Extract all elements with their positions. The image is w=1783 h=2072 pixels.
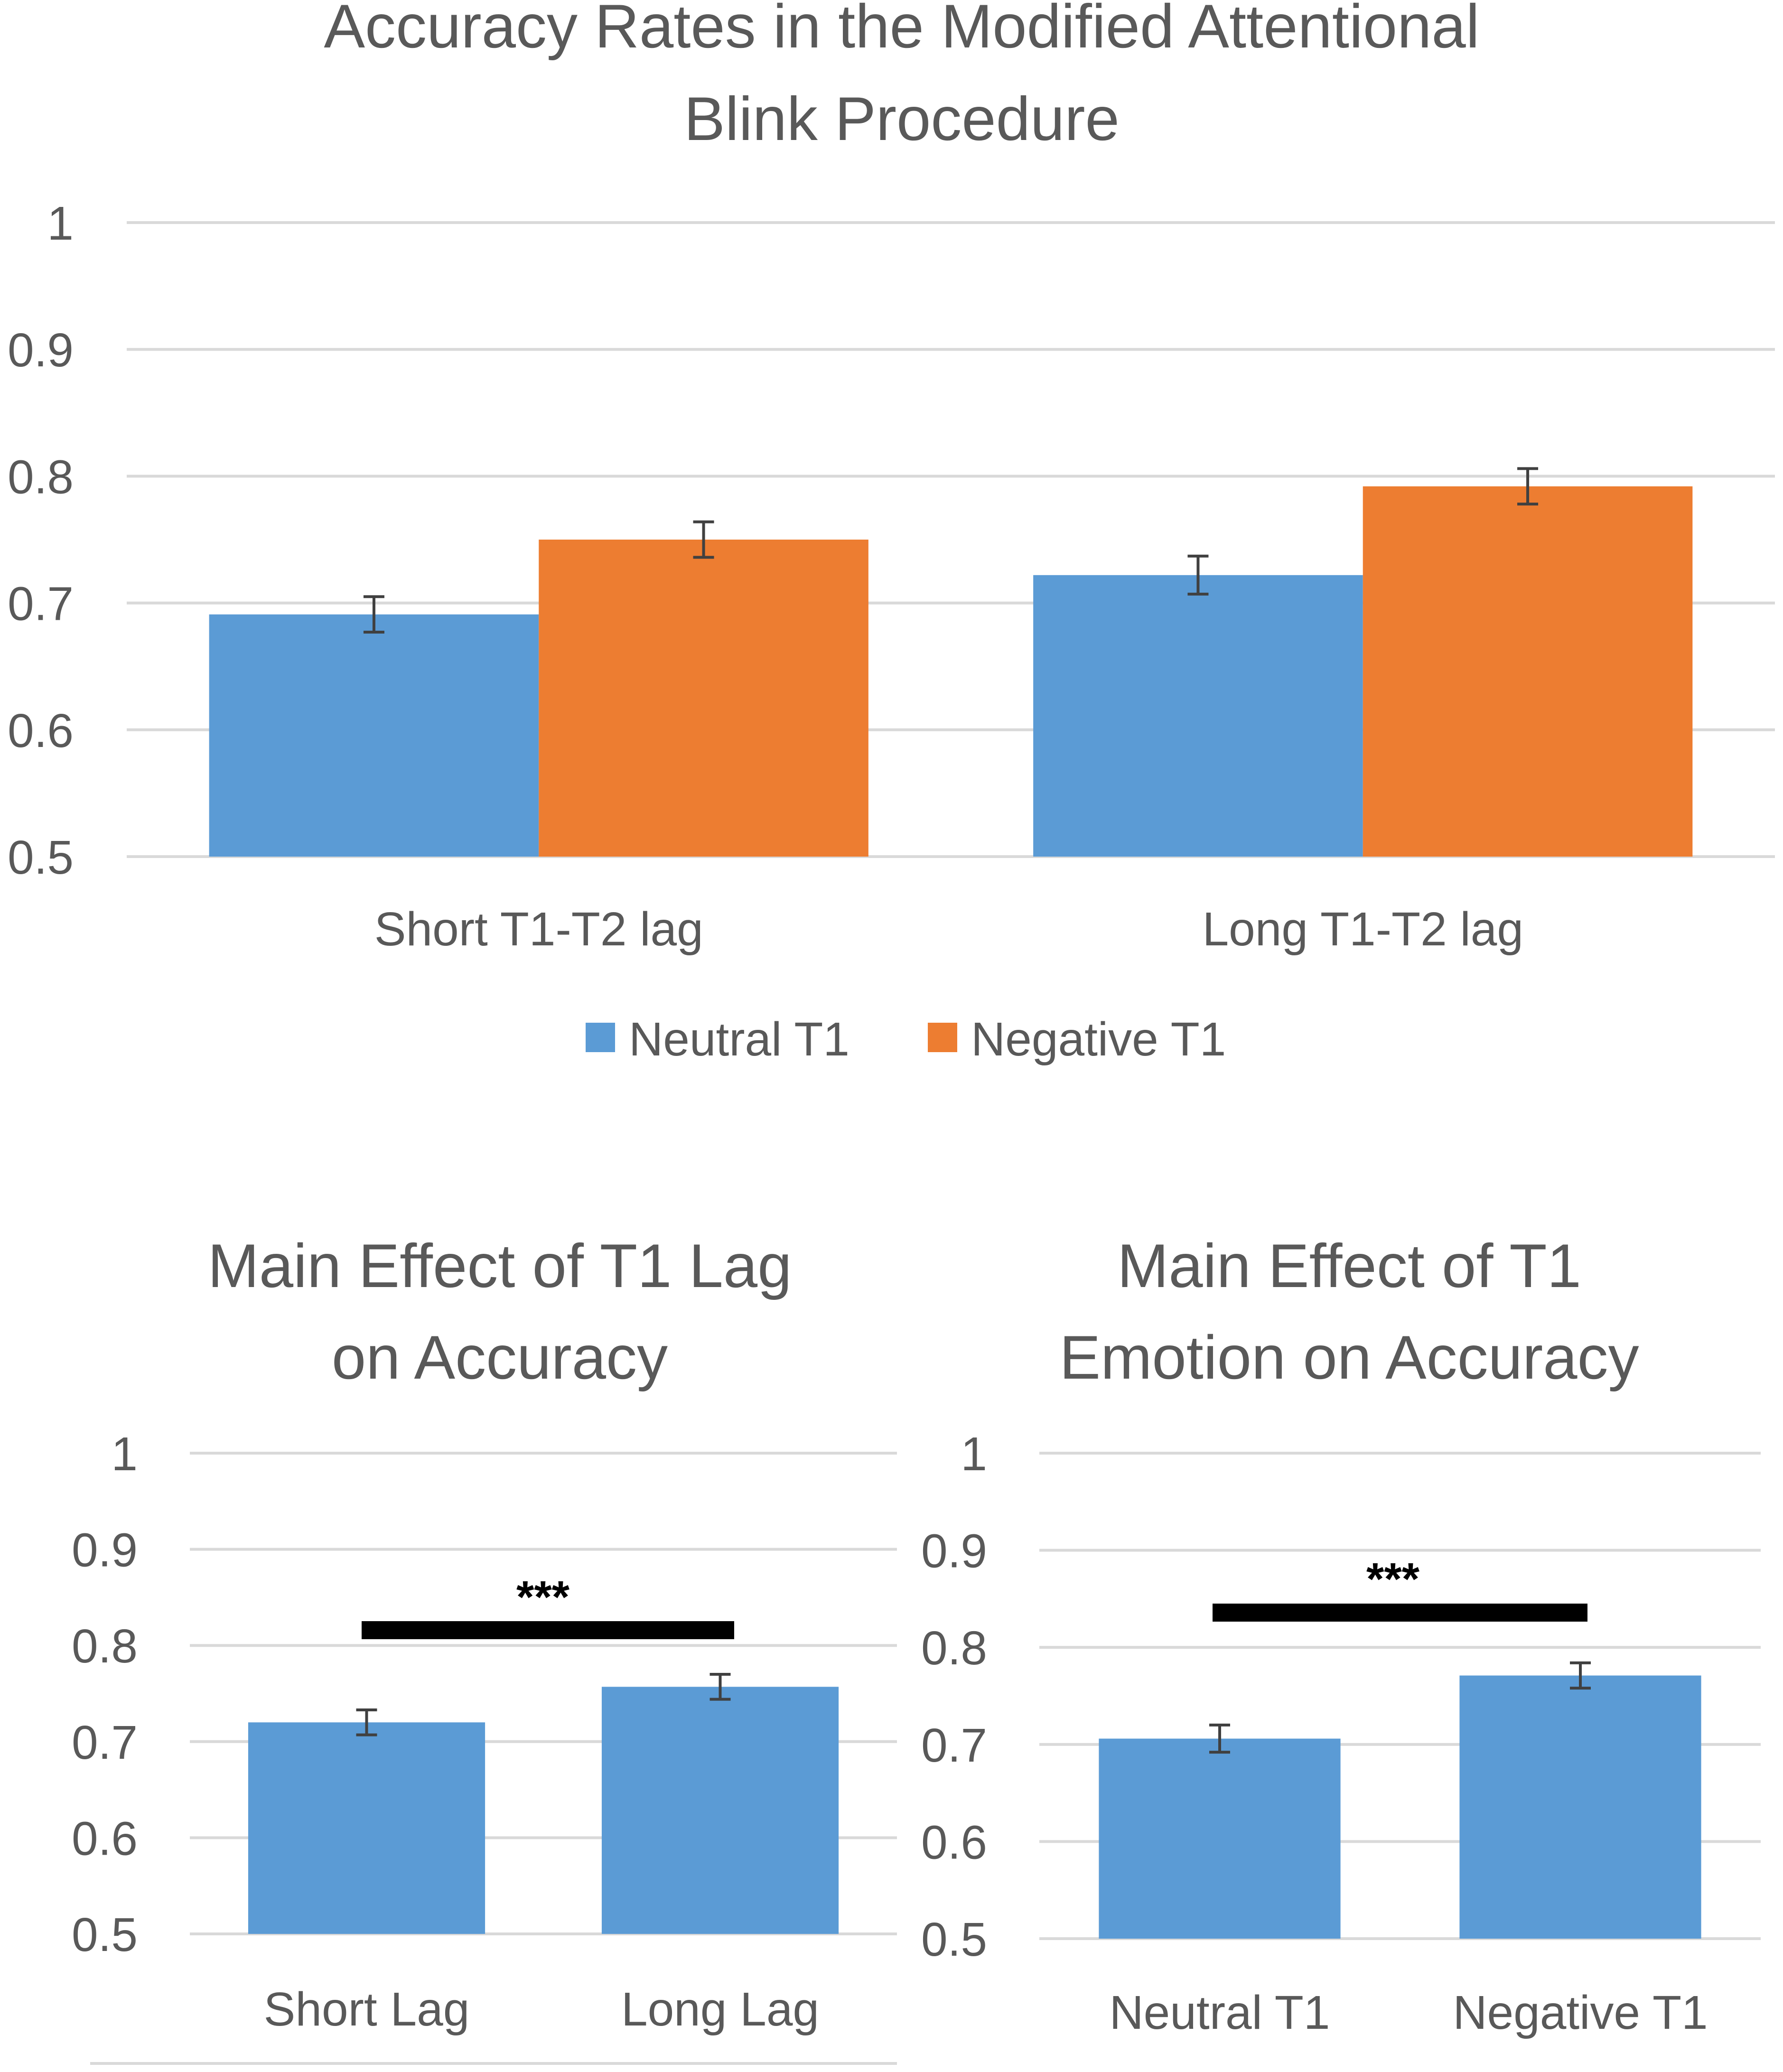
top-chart-title-line-2: Blink Procedure [684, 84, 1120, 153]
emotion-chart-error-bars [1209, 1661, 1591, 1754]
y-tick-label: 0.9 [921, 1525, 987, 1578]
emotion-chart-significance-label: *** [1366, 1554, 1420, 1605]
y-tick-label: 1 [47, 197, 74, 250]
x-tick-label: Short Lag [264, 1983, 470, 2036]
lag-chart-x-labels: Short Lag Long Lag [264, 1983, 819, 2036]
x-tick-label: Long Lag [621, 1983, 819, 2036]
legend-swatch-neutral [586, 1023, 615, 1052]
lag-chart-bottom-border [90, 2062, 897, 2065]
emotion-chart-x-labels: Neutral T1 Negative T1 [1109, 1986, 1708, 2039]
y-tick-label: 0.7 [921, 1719, 987, 1772]
bar [539, 540, 868, 857]
y-tick-label: 1 [961, 1428, 987, 1481]
bar [1033, 575, 1363, 857]
lag-chart-error-bars [356, 1672, 731, 1736]
bar [1099, 1738, 1341, 1939]
lag-chart-bars [248, 1687, 839, 1934]
y-tick-label: 0.5 [921, 1913, 987, 1966]
y-tick-label: 0.9 [72, 1524, 138, 1577]
x-tick-label: Negative T1 [1453, 1986, 1708, 2039]
top-chart-x-labels: Short T1-T2 lag Long T1-T2 lag [374, 903, 1523, 956]
lag-chart-title-line-2: on Accuracy [332, 1323, 668, 1392]
bar [248, 1722, 485, 1934]
legend-swatch-negative [928, 1023, 957, 1052]
top-chart-legend: Neutral T1 Negative T1 [586, 1013, 1226, 1066]
y-tick-label: 0.8 [921, 1622, 987, 1675]
y-tick-label: 0.9 [8, 324, 74, 377]
emotion-chart-y-ticks: 0.5 0.6 0.7 0.8 0.9 1 [921, 1428, 987, 1966]
y-tick-label: 0.7 [72, 1716, 138, 1769]
top-chart-error-bars [363, 467, 1539, 634]
lag-chart-y-ticks: 0.5 0.6 0.7 0.8 0.9 1 [72, 1428, 138, 1961]
y-tick-label: 0.6 [72, 1812, 138, 1865]
emotion-chart: Main Effect of T1 Emotion on Accuracy 0.… [921, 1231, 1761, 2039]
lag-chart-significance-bar [362, 1621, 734, 1639]
bar [1363, 486, 1693, 857]
top-chart-y-ticks: 0.5 0.6 0.7 0.8 0.9 1 [8, 197, 74, 884]
bar [1459, 1675, 1701, 1939]
y-tick-label: 0.5 [72, 1908, 138, 1961]
top-chart: Accuracy Rates in the Modified Attention… [8, 0, 1775, 1066]
bar [601, 1687, 839, 1934]
emotion-chart-title-line-1: Main Effect of T1 [1117, 1231, 1581, 1300]
legend-label-negative: Negative T1 [971, 1013, 1226, 1066]
y-tick-label: 0.8 [8, 450, 74, 504]
x-tick-label: Short T1-T2 lag [374, 903, 703, 956]
legend-label-neutral: Neutral T1 [629, 1013, 849, 1066]
emotion-chart-significance-bar [1213, 1604, 1587, 1622]
emotion-chart-bars [1099, 1675, 1701, 1939]
y-tick-label: 0.8 [72, 1620, 138, 1673]
y-tick-label: 0.6 [921, 1816, 987, 1869]
y-tick-label: 0.5 [8, 831, 74, 884]
lag-chart-title-line-1: Main Effect of T1 Lag [208, 1231, 792, 1300]
y-tick-label: 0.7 [8, 578, 74, 631]
lag-chart: Main Effect of T1 Lag on Accuracy 0.5 0.6… [72, 1231, 897, 2065]
top-chart-title-line-1: Accuracy Rates in the Modified Attention… [324, 0, 1479, 61]
y-tick-label: 0.6 [8, 704, 74, 757]
x-tick-label: Neutral T1 [1109, 1986, 1330, 2039]
x-tick-label: Long T1-T2 lag [1203, 903, 1523, 956]
top-chart-bars [209, 486, 1693, 857]
emotion-chart-title-line-2: Emotion on Accuracy [1059, 1323, 1639, 1392]
lag-chart-significance-label: *** [516, 1572, 570, 1623]
y-tick-label: 1 [111, 1428, 138, 1481]
bar [209, 614, 539, 857]
